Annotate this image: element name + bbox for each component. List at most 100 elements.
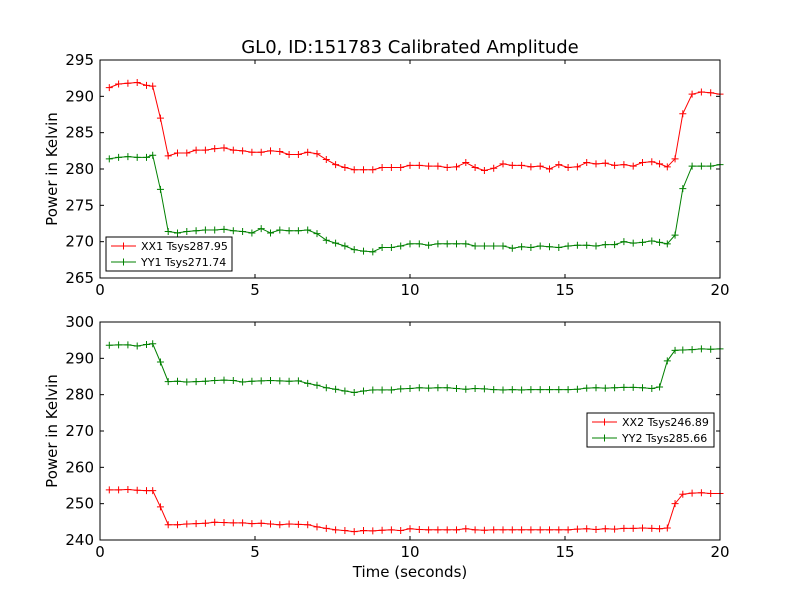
- bottom-series-1-point: [490, 526, 498, 534]
- bottom-series-2-point: [183, 378, 191, 386]
- top-series-1-point: [707, 89, 715, 97]
- bottom-series-2-point: [443, 384, 451, 392]
- bottom-series-2-point: [248, 377, 256, 385]
- top-series-2-point: [671, 231, 679, 239]
- bottom-series-1-point: [508, 526, 516, 534]
- top-legend-label: YY1 Tsys271.74: [140, 256, 226, 269]
- top-series-2-point: [360, 247, 367, 255]
- bottom-series-1-point: [434, 526, 442, 534]
- top-series-2-point: [697, 162, 705, 170]
- bottom-series-1-point: [350, 528, 358, 536]
- bottom-series-1-point: [257, 519, 265, 527]
- bottom-series-2-point: [211, 376, 219, 384]
- top-x-tick-label: 15: [555, 281, 574, 299]
- top-series-2-point: [332, 239, 340, 247]
- top-series-2-point: [425, 241, 433, 249]
- top-series-2-point: [592, 242, 600, 250]
- bottom-series-1-point: [192, 520, 200, 528]
- top-series-2-point: [490, 242, 498, 250]
- top-series-2-point: [313, 230, 321, 238]
- top-series-1-point: [149, 82, 157, 90]
- top-series-1-point: [443, 164, 451, 172]
- bottom-series-1-point: [229, 519, 237, 527]
- top-series-1-point: [546, 165, 553, 173]
- top-series-2-point: [620, 238, 628, 246]
- bottom-legend-marker: [601, 434, 608, 442]
- bottom-series-1-point: [583, 525, 591, 533]
- bottom-x-tick-label: 15: [555, 543, 574, 561]
- bottom-series-1-point: [518, 526, 526, 534]
- bottom-legend-label: XX2 Tsys246.89: [622, 416, 709, 429]
- bottom-legend-box: [586, 412, 715, 448]
- top-series-1-point: [211, 145, 219, 153]
- bottom-y-tick-label: 240: [65, 531, 94, 549]
- top-series-2-point: [648, 237, 656, 245]
- bottom-series-1-point: [378, 526, 386, 534]
- bottom-series-2-point: [697, 345, 705, 353]
- bottom-series-2-point: [341, 387, 349, 395]
- top-series-2-point: [149, 151, 157, 159]
- top-series-2-point: [453, 240, 460, 248]
- bottom-y-tick-label: 270: [65, 422, 94, 440]
- bottom-series-1-point: [639, 524, 646, 532]
- bottom-series-1-point: [294, 520, 302, 528]
- bottom-series-2-point: [350, 388, 358, 396]
- bottom-series-1-point: [276, 521, 284, 529]
- top-y-tick-label: 285: [65, 124, 94, 142]
- bottom-y-tick-label: 280: [65, 386, 94, 404]
- bottom-series-2-point: [536, 386, 544, 394]
- top-series-1-point: [332, 161, 340, 169]
- bottom-series-2-point: [518, 386, 526, 394]
- top-y-tick-label: 290: [65, 87, 94, 105]
- top-series-1-point: [143, 81, 150, 89]
- bottom-series-1-point: [164, 521, 172, 529]
- top-series-2-point: [304, 226, 312, 234]
- bottom-series-1-point: [688, 489, 696, 497]
- top-x-tick-label: 5: [250, 281, 260, 299]
- top-series-1-point: [697, 88, 705, 96]
- top-series-1-point: [304, 148, 312, 156]
- top-series-2-point: [115, 153, 123, 161]
- top-series-2-point: [164, 227, 172, 235]
- bottom-x-tick-label: 20: [710, 543, 729, 561]
- top-series-1-point: [508, 161, 516, 169]
- bottom-series-1-point: [201, 519, 209, 527]
- bottom-series-2-point: [620, 383, 628, 391]
- bottom-series-1-point: [480, 526, 488, 534]
- bottom-series-1-point: [564, 526, 572, 534]
- bottom-series-2-point: [387, 386, 395, 394]
- top-series-2-point: [124, 153, 132, 161]
- bottom-legend-marker: [601, 418, 608, 426]
- top-series-1-point: [360, 166, 367, 174]
- top-series-2-point: [564, 242, 572, 250]
- bottom-series-2-point: [707, 345, 715, 353]
- bottom-series-1-point: [387, 526, 395, 534]
- top-series-1-point: [499, 160, 507, 168]
- top-y-tick-label: 265: [65, 269, 94, 287]
- top-series-1-point: [156, 114, 164, 122]
- bottom-x-axis-label: Time (seconds): [352, 563, 468, 581]
- bottom-series-1-point: [656, 525, 664, 533]
- top-series-2-point: [183, 227, 191, 235]
- bottom-series-1-point: [471, 526, 479, 534]
- top-series-2-point: [257, 225, 265, 233]
- bottom-series-2-point: [174, 377, 181, 385]
- top-series-1-point: [369, 166, 377, 174]
- bottom-series-2-point: [434, 384, 442, 392]
- bottom-series-1-point: [267, 520, 274, 528]
- top-y-axis-label: Power in Kelvin: [43, 112, 61, 226]
- bottom-series-1-point: [462, 525, 470, 533]
- top-series-1-point: [115, 80, 123, 88]
- bottom-series-2-point: [499, 386, 507, 394]
- bottom-series-2-point: [480, 385, 488, 393]
- top-series-2-point: [639, 238, 646, 246]
- bottom-series-2-point: [527, 386, 535, 394]
- top-series-2-point: [285, 227, 293, 235]
- bottom-series-1-point: [415, 525, 423, 533]
- bottom-series-2-point: [267, 376, 274, 384]
- bottom-series-1-point: [211, 518, 219, 526]
- top-series-2-point: [267, 229, 274, 237]
- bottom-series-2-point: [133, 342, 141, 350]
- top-series-1-point: [322, 156, 330, 164]
